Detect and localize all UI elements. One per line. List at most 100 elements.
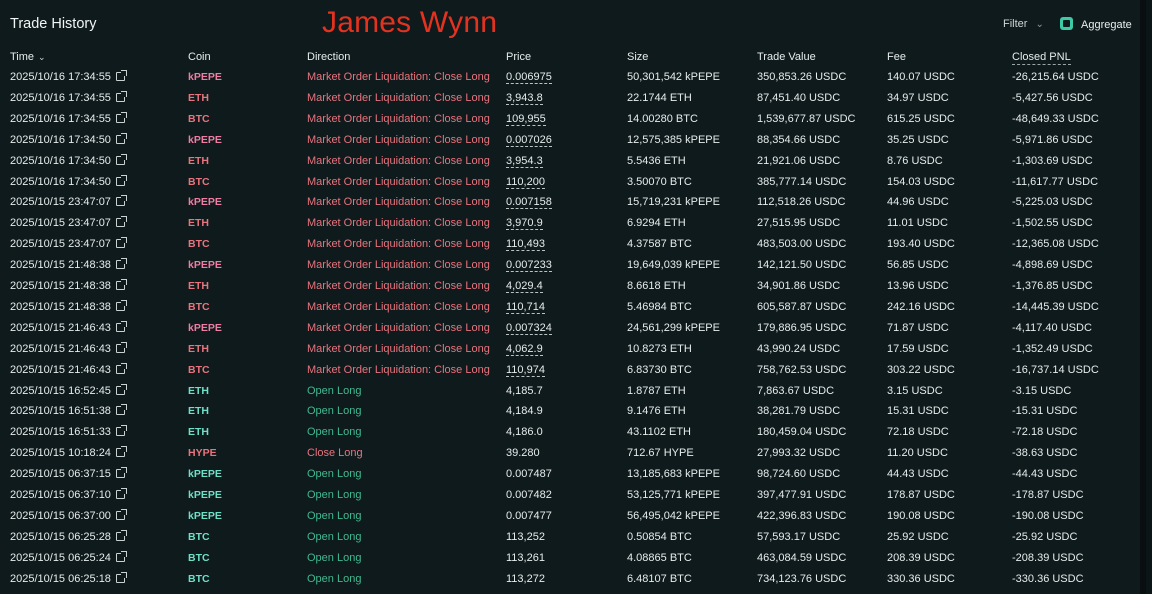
trade-coin[interactable]: ETH: [188, 405, 209, 418]
trade-time: 2025/10/15 21:48:38: [10, 258, 127, 271]
trade-direction: Market Order Liquidation: Close Long: [307, 321, 490, 334]
trade-coin[interactable]: ETH: [188, 384, 209, 397]
trade-fee: 242.16 USDC: [887, 300, 955, 313]
trade-value: 758,762.53 USDC: [757, 363, 847, 376]
external-link-icon[interactable]: [115, 467, 127, 479]
table-row: 2025/10/16 17:34:50 kPEPE Market Order Liq…: [0, 130, 1146, 151]
table-header: Time ⌄ Coin Direction Price Size Trade Va…: [0, 47, 1146, 67]
trade-coin[interactable]: BTC: [188, 112, 210, 125]
external-link-icon[interactable]: [115, 550, 127, 562]
trade-value: 87,451.40 USDC: [757, 91, 841, 104]
trade-size: 19,649,039 kPEPE: [627, 259, 720, 272]
trade-closed-pnl: -208.39 USDC: [1012, 551, 1084, 564]
external-link-icon[interactable]: [115, 195, 127, 207]
trade-direction: Market Order Liquidation: Close Long: [307, 175, 490, 188]
external-link-icon[interactable]: [115, 488, 127, 499]
trade-coin[interactable]: kPEPE: [188, 259, 222, 272]
external-link-icon[interactable]: [115, 258, 127, 270]
trade-time: 2025/10/15 06:25:28: [10, 529, 127, 543]
column-header-time-label: Time: [10, 51, 35, 63]
trade-price: 4,184.9: [506, 405, 543, 418]
trade-coin[interactable]: kPEPE: [188, 196, 222, 209]
external-link-icon[interactable]: [115, 446, 127, 458]
external-link-icon[interactable]: [115, 111, 127, 123]
trade-value: 27,993.32 USDC: [757, 447, 841, 460]
trade-closed-pnl: -1,502.55 USDC: [1012, 217, 1093, 230]
trade-coin[interactable]: BTC: [188, 363, 210, 376]
trade-value: 463,084.59 USDC: [757, 551, 847, 564]
trade-coin[interactable]: kPEPE: [188, 509, 222, 522]
trade-coin[interactable]: BTC: [188, 572, 210, 585]
trade-coin[interactable]: kPEPE: [188, 489, 222, 501]
trade-direction: Open Long: [307, 572, 362, 585]
trade-coin[interactable]: BTC: [188, 551, 210, 564]
table-row: 2025/10/15 06:25:28 BTC Open Long 113,252 0.…: [0, 527, 1146, 548]
trade-time-text: 2025/10/16 17:34:55: [10, 112, 111, 125]
trade-size: 10.8273 ETH: [627, 342, 692, 355]
table-row: 2025/10/15 06:37:10 kPEPE Open Long 0.00748…: [0, 485, 1146, 506]
external-link-icon[interactable]: [115, 279, 127, 290]
trade-value: 142,121.50 USDC: [757, 259, 847, 272]
trade-time-text: 2025/10/15 06:25:18: [10, 572, 111, 585]
trade-coin[interactable]: kPEPE: [188, 321, 222, 334]
scrollbar-track[interactable]: [1140, 0, 1146, 594]
trade-time-text: 2025/10/16 17:34:55: [10, 71, 111, 83]
trade-price: 4,062.9: [506, 342, 543, 356]
trade-coin[interactable]: HYPE: [188, 447, 217, 460]
aggregate-label: Aggregate: [1081, 19, 1132, 31]
external-link-icon[interactable]: [115, 174, 127, 186]
trade-time-text: 2025/10/15 06:37:10: [10, 489, 111, 501]
trade-value: 98,724.60 USDC: [757, 468, 841, 481]
trade-coin[interactable]: ETH: [188, 342, 209, 355]
external-link-icon[interactable]: [115, 90, 127, 102]
external-link-icon[interactable]: [115, 508, 127, 520]
table-row: 2025/10/16 17:34:50 BTC Market Order Liqui…: [0, 172, 1146, 193]
external-link-icon[interactable]: [115, 216, 127, 228]
filter-dropdown[interactable]: Filter ⌄: [1003, 18, 1044, 30]
external-link-icon[interactable]: [115, 341, 127, 353]
column-header-closed-pnl[interactable]: Closed PNL: [1012, 51, 1071, 65]
external-link-icon[interactable]: [115, 425, 127, 437]
trade-time: 2025/10/15 16:52:45: [10, 383, 127, 397]
trade-price: 0.007158: [506, 196, 552, 210]
trade-coin[interactable]: ETH: [188, 91, 209, 104]
trade-coin[interactable]: ETH: [188, 217, 209, 230]
trade-coin[interactable]: ETH: [188, 426, 209, 439]
external-link-icon[interactable]: [115, 299, 127, 311]
external-link-icon[interactable]: [115, 320, 127, 332]
aggregate-checkbox[interactable]: [1060, 17, 1073, 30]
trade-coin[interactable]: BTC: [188, 300, 210, 313]
external-link-icon[interactable]: [115, 404, 127, 416]
trade-price: 4,186.0: [506, 426, 543, 439]
trade-coin[interactable]: BTC: [188, 175, 210, 188]
table-row: 2025/10/15 23:47:07 BTC Market Order Liqui…: [0, 234, 1146, 255]
external-link-icon[interactable]: [115, 571, 127, 583]
external-link-icon[interactable]: [115, 153, 127, 165]
trade-coin[interactable]: kPEPE: [188, 71, 222, 83]
external-link-icon[interactable]: [115, 70, 127, 81]
external-link-icon[interactable]: [115, 237, 127, 249]
aggregate-toggle[interactable]: Aggregate: [1060, 17, 1132, 31]
trade-price: 110,974: [506, 363, 545, 377]
trade-time-text: 2025/10/16 17:34:50: [10, 154, 111, 167]
column-header-time[interactable]: Time ⌄: [10, 51, 46, 63]
sort-chevron-icon: ⌄: [38, 52, 46, 62]
trade-coin[interactable]: kPEPE: [188, 468, 222, 481]
trade-coin[interactable]: kPEPE: [188, 133, 222, 146]
table-row: 2025/10/15 21:46:43 BTC Market Order Liqui…: [0, 360, 1146, 381]
trade-coin[interactable]: ETH: [188, 280, 209, 292]
trade-size: 4.08865 BTC: [627, 551, 692, 564]
external-link-icon[interactable]: [115, 529, 127, 541]
column-header-direction: Direction: [307, 51, 351, 63]
trade-value: 112,518.26 USDC: [757, 196, 846, 209]
trade-size: 56,495,042 kPEPE: [627, 509, 720, 522]
external-link-icon[interactable]: [115, 362, 127, 374]
external-link-icon[interactable]: [115, 132, 127, 144]
trade-time: 2025/10/15 06:37:10: [10, 488, 127, 501]
trade-size: 12,575,385 kPEPE: [627, 133, 720, 146]
external-link-icon[interactable]: [115, 383, 127, 395]
trade-coin[interactable]: ETH: [188, 154, 209, 167]
trade-coin[interactable]: BTC: [188, 238, 210, 251]
trade-value: 43,990.24 USDC: [757, 342, 841, 355]
trade-coin[interactable]: BTC: [188, 530, 210, 543]
